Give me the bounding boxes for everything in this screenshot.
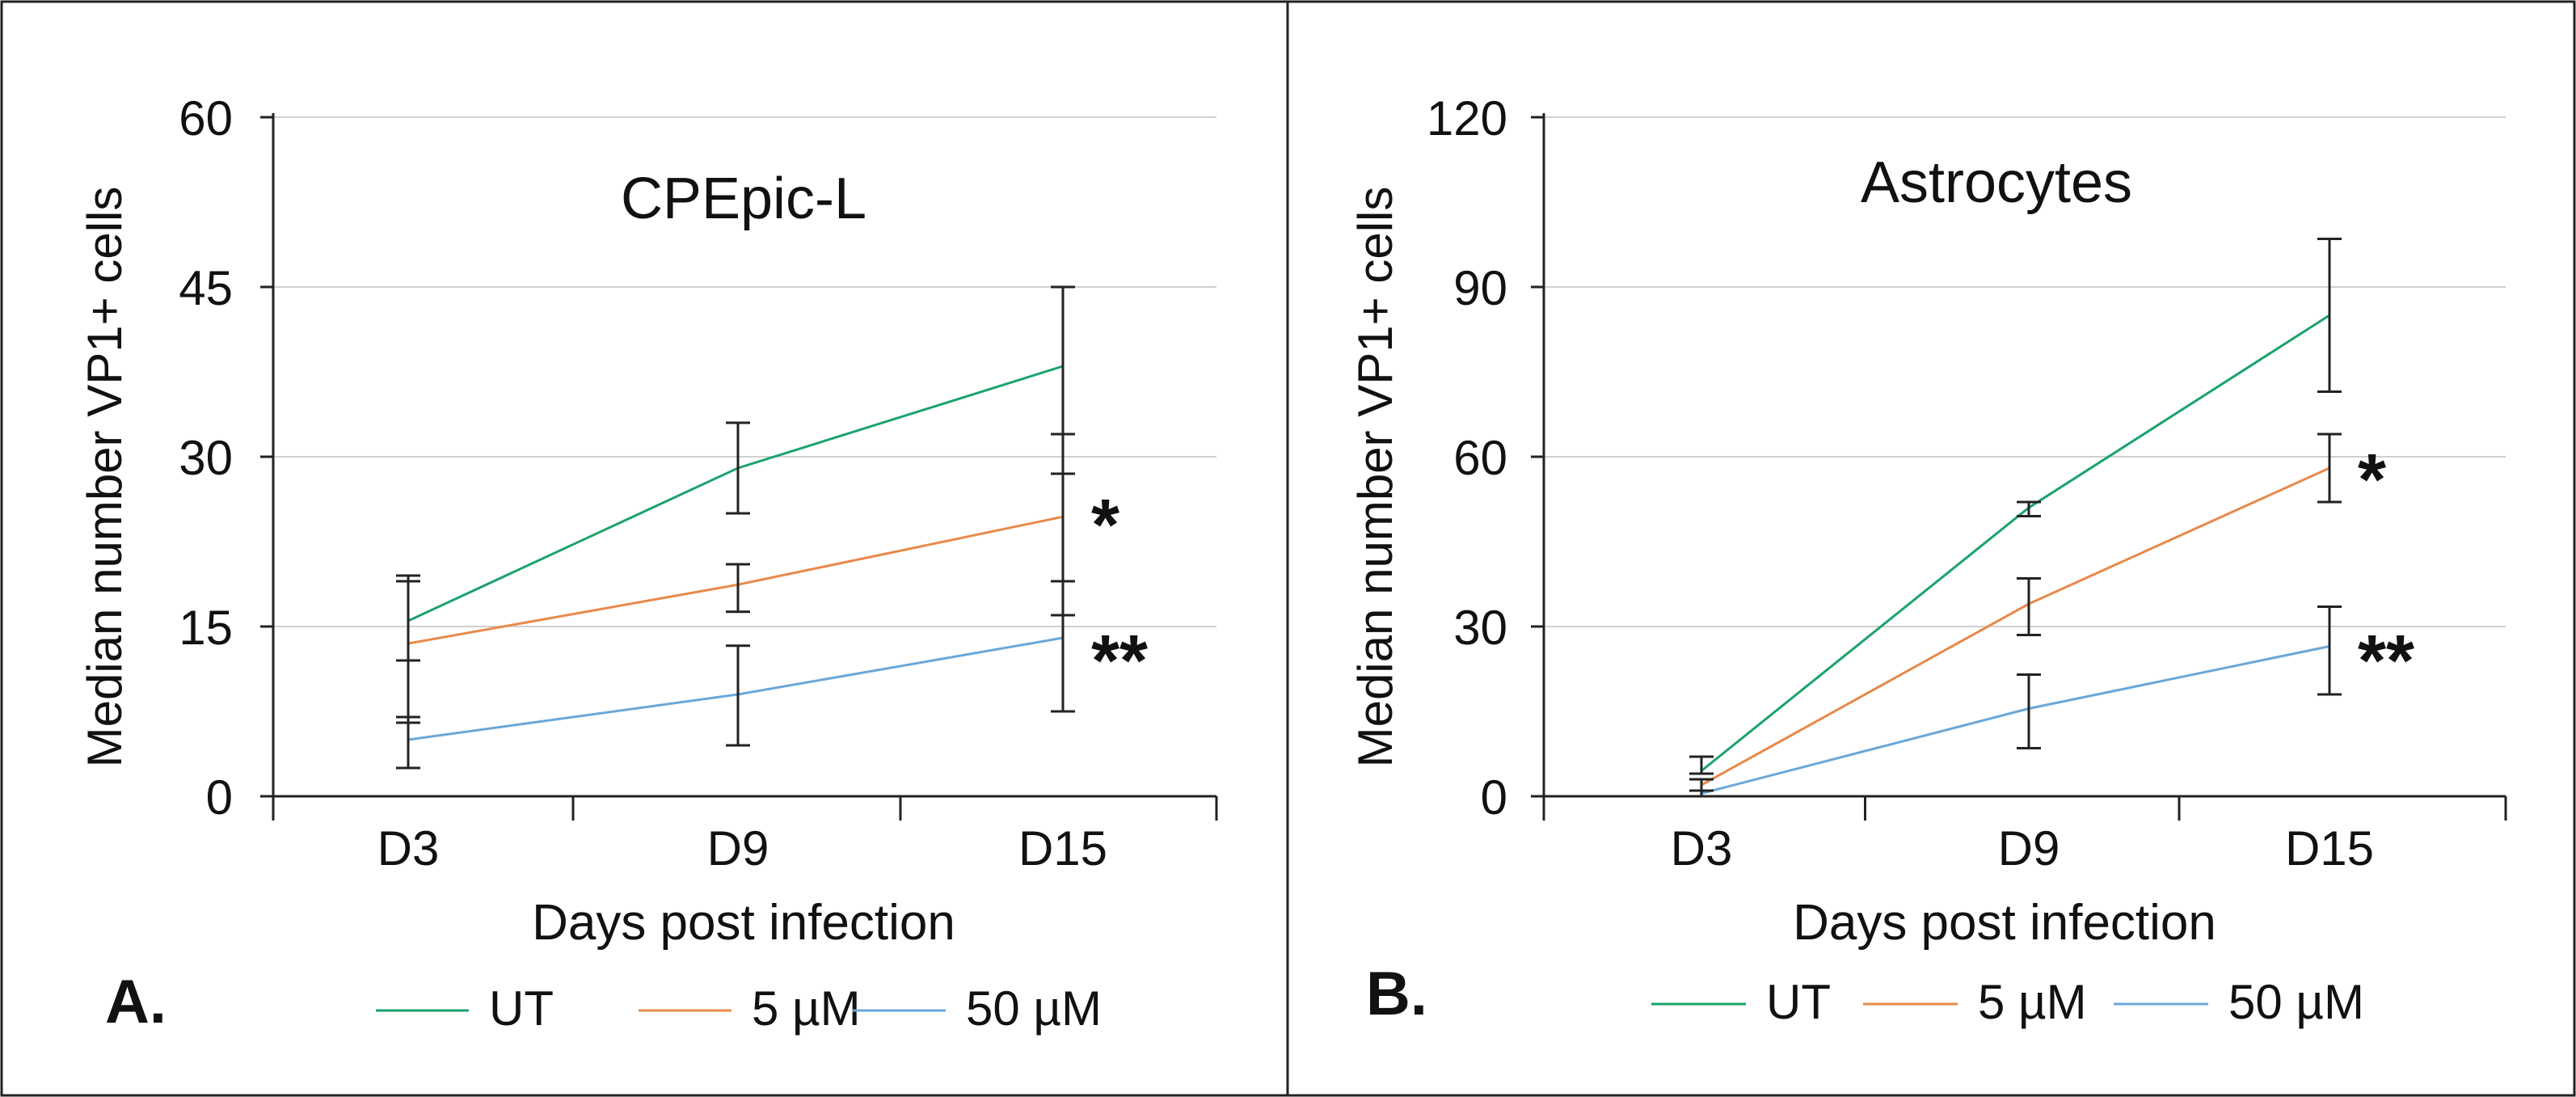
- x-axis-label: Days post infection: [532, 895, 955, 951]
- legend: UT 5 µM 50 µM: [376, 981, 1102, 1036]
- error-bar-ut: [2017, 500, 2041, 517]
- series-line-50-um: [1701, 645, 2330, 795]
- x-tick-label: D3: [377, 821, 440, 875]
- y-tick-label: 30: [179, 431, 233, 485]
- x-tick-label: D9: [707, 821, 769, 875]
- series-line-50-um: [407, 636, 1064, 741]
- error-bar-50-um: [1689, 789, 1714, 798]
- y-tick-label: 0: [1481, 770, 1507, 825]
- error-bar-5-um: [726, 563, 750, 614]
- error-bar-50-um: [2317, 605, 2342, 696]
- significance-marker: **: [1091, 621, 1148, 702]
- y-tick-label: 120: [1427, 91, 1507, 146]
- series-layer: ***: [1689, 238, 2414, 798]
- error-bar-ut: [1689, 755, 1714, 775]
- y-tick-label: 60: [179, 91, 233, 146]
- chart-title: Astrocytes: [1861, 150, 2132, 215]
- series-line-5-um: [407, 515, 1064, 645]
- axis-layer: 0 30 60 90 120 D3 D9 D15: [1427, 91, 2507, 875]
- y-tick-label: 90: [1453, 261, 1507, 315]
- y-axis-label: Median number VP1+ cells: [78, 187, 132, 768]
- error-bar-ut: [2317, 238, 2342, 393]
- y-axis-label: Median number VP1+ cells: [1348, 187, 1402, 768]
- legend: UT 5 µM 50 µM: [1651, 975, 2364, 1029]
- y-tick-label: 60: [1453, 431, 1507, 485]
- grid-layer: [1544, 116, 2506, 627]
- error-bar-5-um: [2017, 577, 2041, 636]
- error-bar-5-um: [2317, 432, 2342, 504]
- series-layer: ***: [396, 285, 1148, 770]
- panel-label: A.: [105, 968, 167, 1036]
- significance-marker: *: [1091, 485, 1119, 566]
- x-tick-label: D3: [1671, 821, 1733, 875]
- significance-marker: **: [2358, 621, 2414, 702]
- y-tick-label: 15: [179, 601, 233, 655]
- legend-label-5-um: 5 µM: [1978, 975, 2087, 1029]
- legend-label-ut: UT: [1766, 975, 1831, 1029]
- error-bar-50-um: [1051, 580, 1075, 713]
- x-tick-label: D9: [1998, 821, 2060, 875]
- series-line-ut: [407, 365, 1064, 622]
- legend-label-ut: UT: [489, 981, 554, 1036]
- y-tick-label: 45: [179, 261, 233, 315]
- chart-title: CPEpic-L: [621, 167, 866, 231]
- error-bar-50-um: [2017, 673, 2041, 749]
- axis-layer: 0 15 30 45 60 D3 D9 D15: [179, 91, 1218, 875]
- legend-label-50-um: 50 µM: [966, 981, 1102, 1036]
- error-bar-50-um: [726, 644, 750, 747]
- significance-marker: *: [2358, 440, 2386, 521]
- x-tick-label: D15: [2285, 821, 2374, 875]
- error-bar-ut: [726, 421, 750, 515]
- y-tick-label: 30: [1453, 601, 1507, 655]
- error-bar-50-um: [396, 659, 420, 770]
- series-line-ut: [1701, 314, 2330, 772]
- y-tick-label: 0: [206, 770, 233, 825]
- legend-label-50-um: 50 µM: [2228, 975, 2364, 1029]
- x-tick-label: D15: [1018, 821, 1107, 875]
- legend-label-5-um: 5 µM: [752, 981, 861, 1036]
- panel-label: B.: [1366, 960, 1427, 1028]
- x-axis-label: Days post infection: [1793, 895, 2216, 951]
